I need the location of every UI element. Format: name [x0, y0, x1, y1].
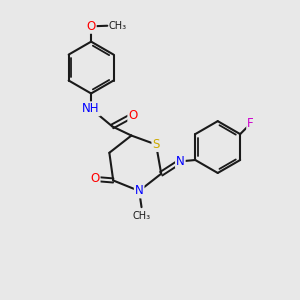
Text: O: O	[128, 109, 137, 122]
Text: N: N	[176, 155, 185, 168]
Text: O: O	[86, 20, 96, 33]
Text: CH₃: CH₃	[133, 211, 151, 221]
Text: N: N	[135, 184, 143, 197]
Text: O: O	[90, 172, 100, 185]
Text: F: F	[247, 117, 254, 130]
Text: S: S	[152, 138, 160, 151]
Text: NH: NH	[82, 102, 100, 115]
Text: CH₃: CH₃	[109, 21, 127, 31]
